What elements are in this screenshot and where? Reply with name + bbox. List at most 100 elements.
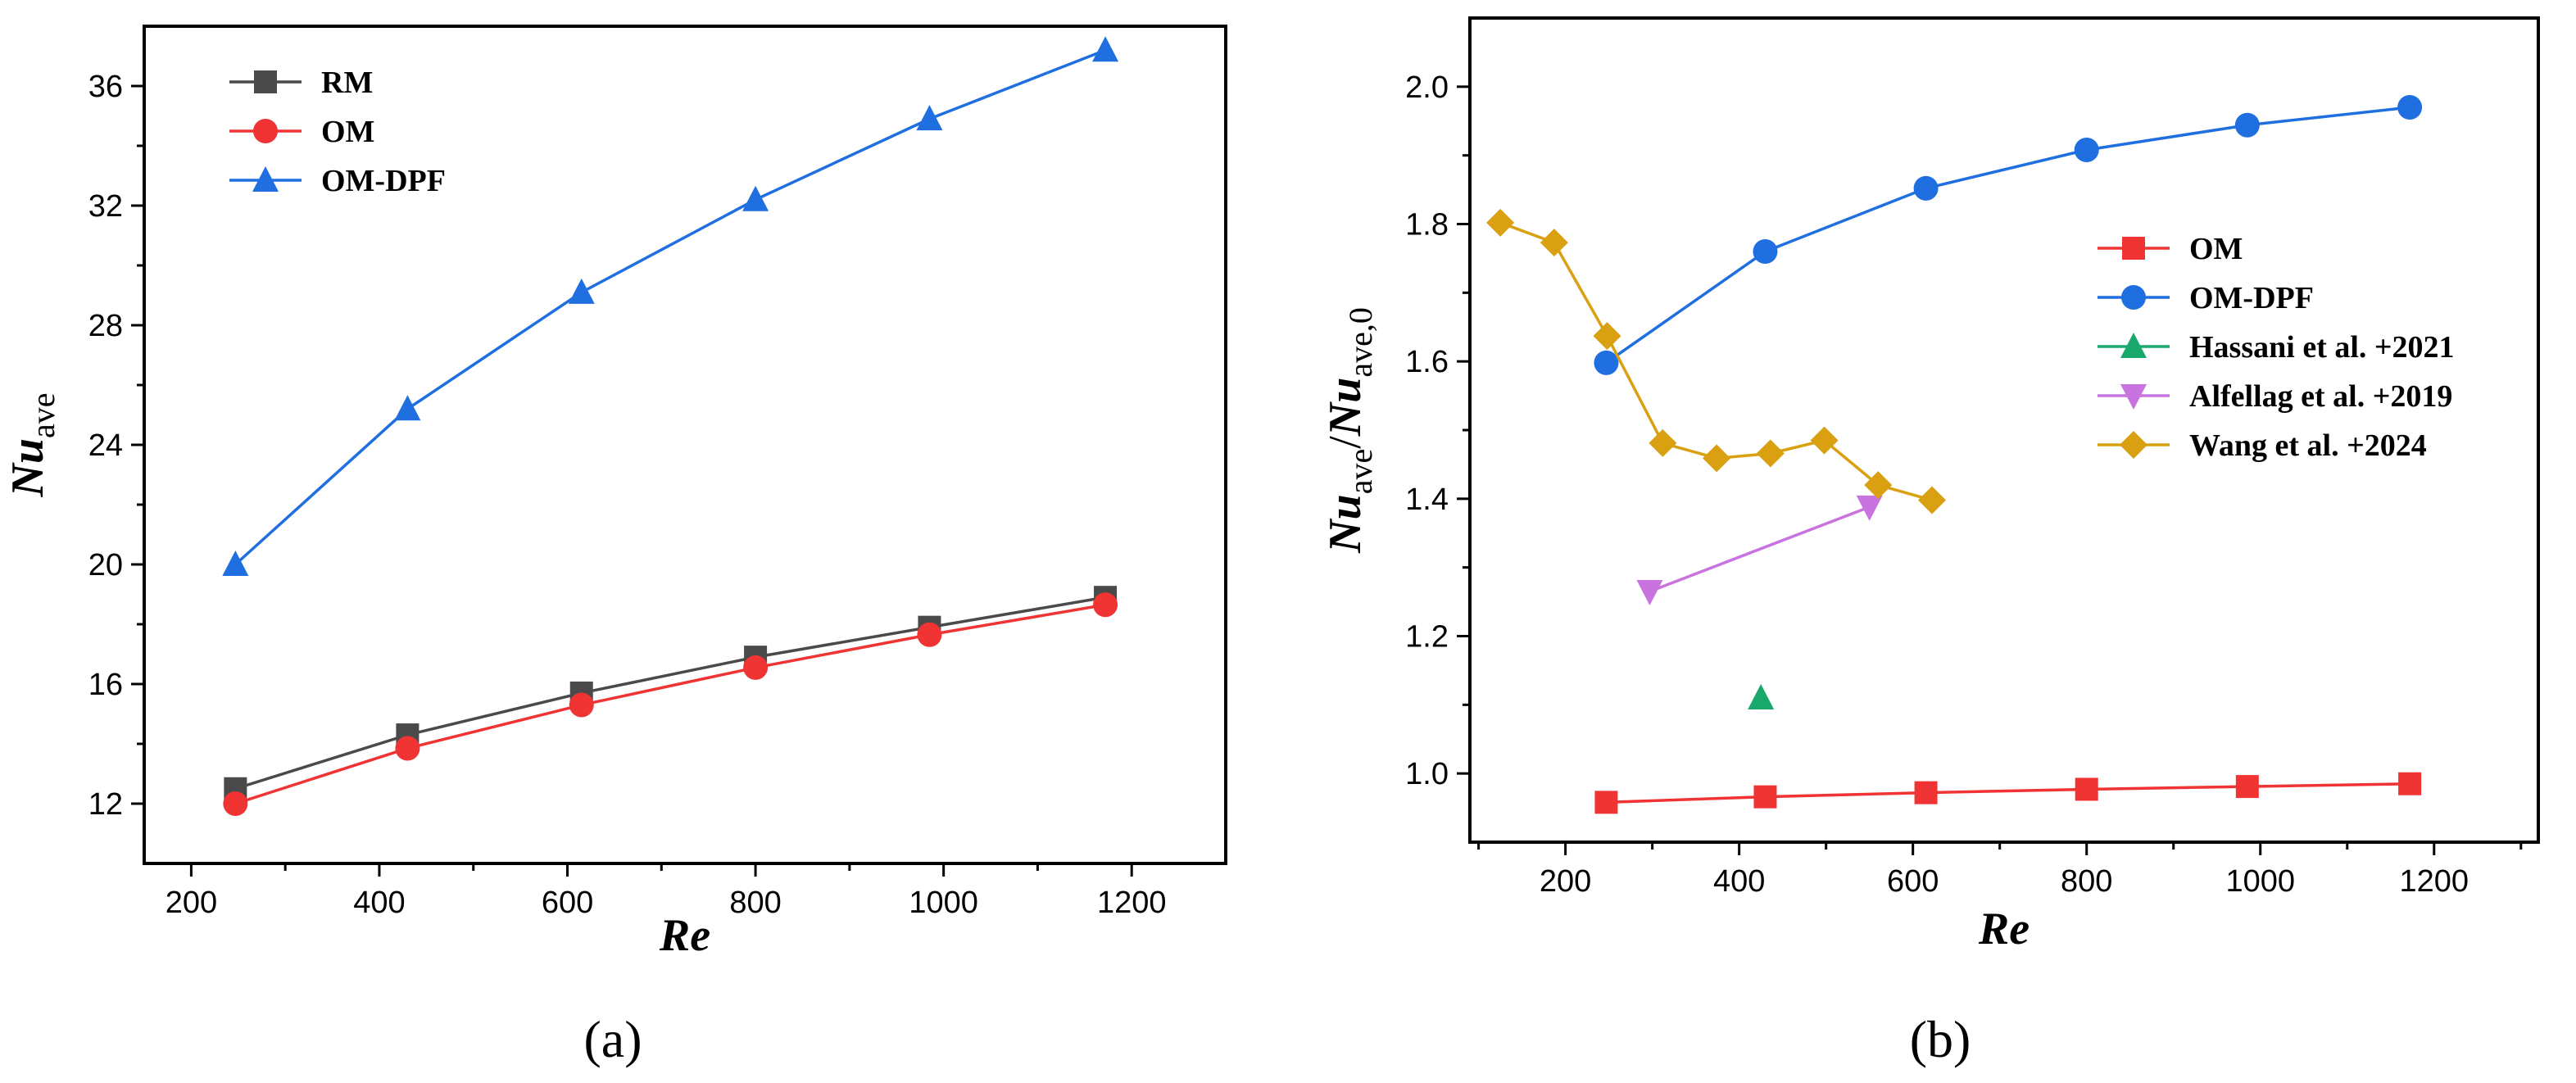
legend-label: OM-DPF [321, 164, 446, 198]
y-tick-label: 12 [88, 787, 123, 822]
data-point [1756, 439, 1785, 468]
x-axis-label: Re [659, 910, 710, 961]
data-point [1914, 781, 1938, 804]
data-point [1594, 791, 1618, 814]
legend-marker [252, 166, 279, 192]
series-om [223, 592, 1118, 816]
y-axis-label: Nuave [2, 392, 61, 497]
series-om-dpf [1594, 94, 2423, 375]
legend-label: RM [321, 66, 373, 100]
legend-marker [2120, 384, 2147, 410]
data-point [2234, 112, 2260, 138]
panel-label: (a) [583, 1010, 642, 1068]
legend-marker [254, 70, 277, 93]
x-tick-label: 200 [1540, 864, 1591, 899]
y-tick-label: 1.0 [1405, 757, 1449, 791]
x-tick-label: 400 [353, 886, 405, 920]
y-tick-label: 32 [88, 189, 123, 224]
data-point [1864, 471, 1893, 500]
y-tick-label: 2.0 [1405, 70, 1449, 105]
data-point [1918, 486, 1947, 514]
data-point [917, 622, 942, 647]
data-point [1649, 428, 1677, 457]
data-point [2235, 775, 2259, 799]
data-point [1092, 36, 1119, 62]
data-point [1093, 592, 1118, 618]
data-point [1636, 580, 1663, 606]
x-tick-label: 1000 [909, 886, 978, 920]
legend-label: Alfellag et al. +2019 [2189, 379, 2452, 414]
data-point [1753, 239, 1778, 265]
data-point [2075, 777, 2098, 801]
data-point [1753, 785, 1777, 809]
series-line [1605, 106, 2410, 365]
legend-label: Wang et al. +2024 [2189, 428, 2427, 463]
series-line [1606, 782, 2410, 804]
series-line [1649, 505, 1871, 593]
data-point [1593, 322, 1621, 351]
data-point [916, 105, 943, 131]
series-om-dpf [222, 36, 1119, 576]
legend-label: Hassani et al. +2021 [2189, 330, 2455, 365]
legend-marker [253, 119, 278, 143]
y-tick-label: 1.4 [1405, 483, 1449, 517]
legend-marker [2120, 333, 2147, 358]
x-tick-label: 1200 [2400, 864, 2469, 899]
x-tick-label: 800 [2061, 864, 2112, 899]
x-tick-label: 600 [542, 886, 593, 920]
y-tick-label: 24 [88, 428, 123, 463]
y-tick-label: 1.6 [1405, 345, 1449, 379]
data-point [1748, 683, 1775, 709]
y-tick-label: 20 [88, 548, 123, 582]
data-point [1913, 175, 1939, 201]
legend-marker [2120, 431, 2147, 459]
data-point [1856, 495, 1883, 521]
legend-label: OM [2189, 232, 2243, 266]
data-point [394, 395, 421, 421]
data-point [1594, 350, 1619, 375]
series-rm [224, 586, 1118, 800]
series-wang-et-al-2024 [1486, 208, 1947, 514]
legend-marker [2121, 285, 2146, 310]
y-tick-label: 1.2 [1405, 620, 1449, 655]
legend-marker [2122, 237, 2145, 260]
data-point [222, 551, 249, 576]
data-point [1810, 426, 1839, 455]
data-point [742, 185, 769, 211]
x-axis-label: Re [1978, 904, 2030, 954]
data-point [1486, 208, 1515, 237]
x-tick-label: 1000 [2225, 864, 2295, 899]
x-tick-label: 400 [1713, 864, 1765, 899]
data-point [395, 736, 420, 761]
series-line [234, 596, 1106, 791]
series-line [234, 48, 1106, 566]
chart-panel-b: 200 400 600 800 1000 1200 1.0 1.2 1.4 1.6 1.8 2.0 OM… [1320, 16, 2540, 1068]
data-point [569, 692, 594, 718]
series-om [1594, 772, 2422, 814]
legend-label: OM-DPF [2189, 281, 2314, 315]
plot-frame [143, 25, 1227, 865]
data-point [1703, 444, 1731, 473]
y-tick-label: 16 [88, 668, 123, 702]
x-tick-label: 1200 [1097, 886, 1167, 920]
y-tick-label: 1.8 [1405, 208, 1449, 242]
data-point [223, 791, 248, 816]
y-tick-label: 28 [88, 309, 123, 343]
series-hassani-et-al-2021 [1748, 683, 1775, 709]
y-axis-label: Nuave/Nuave,0 [1320, 307, 1379, 554]
series-line [234, 603, 1106, 805]
data-point [743, 655, 769, 680]
chart-panel-a: 200 400 600 800 1000 1200 12 16 20 24 28 32 36 RM OM OM… [2, 25, 1227, 1068]
legend-label: OM [321, 115, 374, 149]
x-tick-label: 800 [729, 886, 781, 920]
y-tick-label: 36 [88, 70, 123, 104]
series-alfellag-et-al-2019 [1636, 495, 1883, 606]
data-point [568, 278, 595, 304]
x-tick-label: 600 [1887, 864, 1939, 899]
data-point [2074, 137, 2099, 162]
data-point [1540, 229, 1568, 257]
panel-label: (b) [1910, 1010, 1971, 1068]
data-point [2397, 94, 2423, 120]
data-point [2398, 772, 2422, 795]
